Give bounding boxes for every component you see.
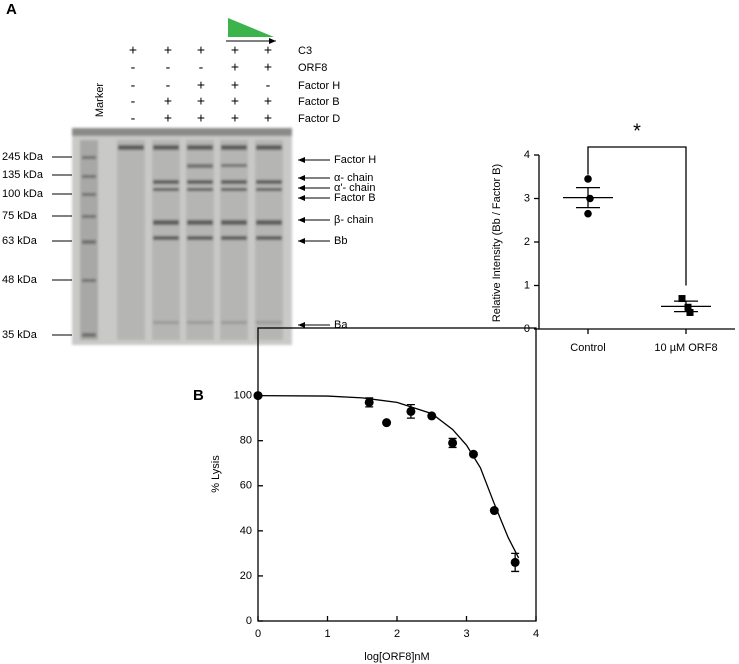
data-point bbox=[686, 308, 694, 316]
marker-label: 245 kDa bbox=[2, 151, 44, 163]
band-label: β- chain bbox=[334, 214, 373, 226]
y-tick-label: 2 bbox=[524, 236, 530, 248]
condition-sign: - bbox=[131, 59, 136, 75]
condition-label: ORF8 bbox=[298, 62, 327, 74]
condition-sign: - bbox=[199, 59, 204, 75]
condition-label: C3 bbox=[298, 45, 312, 57]
condition-sign: + bbox=[264, 93, 272, 109]
band-label: Ba bbox=[334, 319, 348, 331]
orf8-gradient bbox=[228, 18, 274, 37]
significance-bracket bbox=[587, 146, 687, 286]
x-axis-label: log[ORF8]nM bbox=[364, 651, 429, 663]
gel-image bbox=[72, 128, 292, 345]
y-tick-label: 0 bbox=[524, 323, 530, 335]
band-label: Factor H bbox=[334, 154, 376, 166]
data-point bbox=[382, 418, 392, 428]
y-tick-label: 100 bbox=[234, 390, 252, 402]
sem-bar bbox=[674, 300, 698, 313]
condition-label: Factor D bbox=[298, 113, 340, 125]
data-point bbox=[678, 295, 686, 303]
marker-label: 63 kDa bbox=[2, 235, 38, 247]
lane-label: Marker bbox=[94, 83, 106, 118]
y-tick-label: 4 bbox=[524, 149, 530, 161]
x-tick-label: 4 bbox=[533, 628, 539, 640]
panel-label: A bbox=[6, 1, 17, 18]
condition-sign: + bbox=[197, 110, 205, 126]
condition-sign: - bbox=[131, 77, 136, 93]
marker-label: 135 kDa bbox=[2, 169, 44, 181]
x-tick-label: 1 bbox=[324, 628, 330, 640]
y-tick-label: 0 bbox=[246, 615, 252, 627]
plot-frame bbox=[257, 327, 537, 622]
condition-sign: + bbox=[264, 110, 272, 126]
condition-sign: + bbox=[197, 93, 205, 109]
y-tick-label: 20 bbox=[240, 570, 252, 582]
x-tick-label: 2 bbox=[394, 628, 400, 640]
condition-sign: - bbox=[266, 77, 271, 93]
x-tick-label: 0 bbox=[255, 628, 261, 640]
condition-sign: + bbox=[231, 77, 239, 93]
condition-sign: - bbox=[131, 93, 136, 109]
condition-sign: + bbox=[231, 42, 239, 58]
condition-sign: + bbox=[197, 42, 205, 58]
condition-sign: - bbox=[166, 59, 171, 75]
data-point bbox=[684, 303, 692, 311]
data-point bbox=[489, 506, 499, 516]
data-point bbox=[584, 175, 592, 183]
condition-sign: + bbox=[164, 93, 172, 109]
fit-curve bbox=[257, 394, 520, 559]
marker-label: 35 kDa bbox=[2, 329, 38, 341]
panel-label: B bbox=[193, 387, 204, 404]
condition-sign: + bbox=[164, 42, 172, 58]
condition-label: Factor H bbox=[298, 80, 340, 92]
data-point bbox=[468, 449, 478, 459]
y-axis-label: Relative Intensity (Bb / Factor B) bbox=[491, 164, 503, 322]
condition-sign: + bbox=[231, 59, 239, 75]
band-label: α'- chain bbox=[334, 182, 375, 194]
x-tick-label: Control bbox=[570, 342, 605, 354]
condition-sign: - bbox=[131, 110, 136, 126]
data-point bbox=[364, 397, 374, 407]
condition-sign: + bbox=[231, 93, 239, 109]
y-tick-label: 40 bbox=[240, 525, 252, 537]
y-tick-label: 80 bbox=[240, 435, 252, 447]
condition-label: Factor B bbox=[298, 96, 340, 108]
data-point bbox=[427, 411, 437, 421]
marker-label: 48 kDa bbox=[2, 274, 38, 286]
condition-sign: + bbox=[164, 110, 172, 126]
data-point bbox=[448, 438, 458, 448]
data-point bbox=[586, 194, 594, 203]
x-tick-label: 10 µM ORF8 bbox=[654, 342, 717, 354]
condition-sign: + bbox=[129, 42, 137, 58]
data-point bbox=[406, 406, 416, 416]
condition-sign: + bbox=[197, 77, 205, 93]
data-point bbox=[584, 209, 592, 218]
sem-bar bbox=[576, 186, 600, 209]
band-label: α- chain bbox=[334, 172, 373, 184]
condition-sign: + bbox=[231, 110, 239, 126]
condition-sign: + bbox=[264, 59, 272, 75]
y-axis-label: % Lysis bbox=[210, 455, 222, 493]
y-tick-label: 60 bbox=[240, 480, 252, 492]
y-tick-label: 3 bbox=[524, 192, 530, 204]
data-point bbox=[510, 557, 520, 567]
band-label: Bb bbox=[334, 235, 347, 247]
marker-label: 75 kDa bbox=[2, 210, 38, 222]
data-point bbox=[253, 391, 263, 401]
band-label: Factor B bbox=[334, 192, 376, 204]
condition-sign: - bbox=[166, 77, 171, 93]
y-tick-label: 1 bbox=[524, 279, 530, 291]
marker-label: 100 kDa bbox=[2, 188, 44, 200]
significance-star: * bbox=[633, 120, 641, 142]
x-tick-label: 3 bbox=[463, 628, 469, 640]
condition-sign: + bbox=[264, 42, 272, 58]
